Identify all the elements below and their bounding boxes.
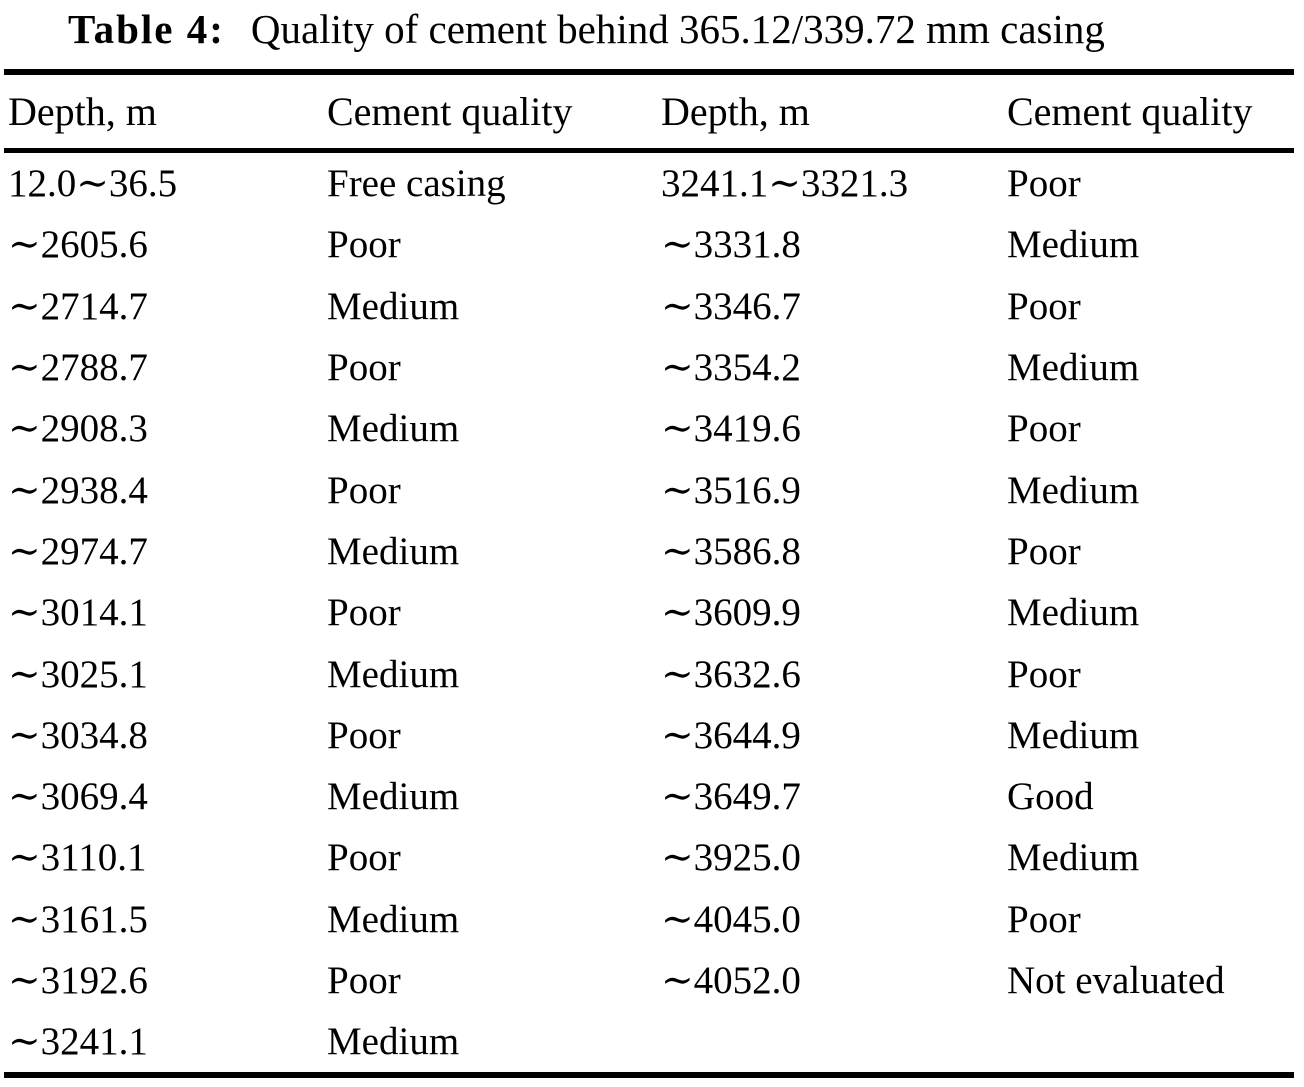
- quality-cell: Medium: [327, 897, 460, 941]
- depth-cell: ∼2908.3: [8, 407, 148, 451]
- depth-cell: ∼3649.7: [661, 775, 801, 819]
- quality-cell: Medium: [327, 529, 460, 573]
- quality-cell: Medium: [327, 407, 460, 451]
- depth-cell: 3241.1∼3321.3: [661, 162, 909, 206]
- quality-cell: Poor: [1007, 284, 1081, 328]
- table-row: ∼2938.4 Poor ∼3516.9 Medium: [4, 459, 1294, 520]
- table-row: ∼2714.7 Medium ∼3346.7 Poor: [4, 276, 1294, 337]
- quality-cell: Poor: [1007, 529, 1081, 573]
- depth-cell: ∼4052.0: [661, 959, 801, 1002]
- depth-cell: ∼2788.7: [8, 346, 148, 390]
- table-row: ∼3025.1 Medium ∼3632.6 Poor: [4, 643, 1294, 704]
- depth-cell: 12.0∼36.5: [8, 162, 178, 206]
- table-body: 12.0∼36.5 Free casing 3241.1∼3321.3 Poor ∼26…: [4, 153, 1294, 1072]
- depth-cell: ∼3192.6: [8, 959, 148, 1002]
- table-row: ∼3192.6 Poor ∼4052.0 Not evaluated: [4, 950, 1294, 1011]
- quality-cell: Poor: [327, 713, 401, 757]
- depth-cell: ∼3346.7: [661, 284, 801, 328]
- table-row: ∼3110.1 Poor ∼3925.0 Medium: [4, 827, 1294, 888]
- depth-cell: ∼3161.5: [8, 897, 148, 941]
- quality-cell: Poor: [1007, 407, 1081, 451]
- quality-cell: Medium: [327, 284, 460, 328]
- table-row: ∼3069.4 Medium ∼3649.7 Good: [4, 766, 1294, 827]
- quality-cell: Not evaluated: [1007, 959, 1225, 1002]
- depth-cell: ∼2974.7: [8, 529, 148, 573]
- depth-cell: ∼3025.1: [8, 652, 148, 696]
- table-row: 12.0∼36.5 Free casing 3241.1∼3321.3 Poor: [4, 153, 1294, 214]
- quality-cell: Medium: [327, 775, 460, 819]
- table-row: ∼3014.1 Poor ∼3609.9 Medium: [4, 582, 1294, 643]
- quality-cell: Medium: [1007, 836, 1140, 880]
- depth-cell: ∼3632.6: [661, 652, 801, 696]
- quality-cell: Medium: [327, 652, 460, 696]
- table-row: ∼2788.7 Poor ∼3354.2 Medium: [4, 337, 1294, 398]
- quality-cell: Poor: [1007, 897, 1081, 941]
- depth-cell: ∼3925.0: [661, 836, 801, 880]
- quality-cell: Poor: [327, 959, 401, 1002]
- depth-cell: ∼3069.4: [8, 775, 148, 819]
- header-depth-left: Depth, m: [8, 89, 157, 134]
- quality-cell: Poor: [327, 591, 401, 635]
- depth-cell: ∼3586.8: [661, 529, 801, 573]
- table-row: ∼2974.7 Medium ∼3586.8 Poor: [4, 521, 1294, 582]
- depth-cell: ∼3609.9: [661, 591, 801, 635]
- depth-cell: ∼3241.1: [8, 1020, 148, 1064]
- header-depth-right: Depth, m: [661, 89, 810, 134]
- depth-cell: ∼3644.9: [661, 713, 801, 757]
- table-row: ∼3241.1 Medium: [4, 1011, 1294, 1072]
- quality-cell: Medium: [1007, 591, 1140, 635]
- table-title-text: Quality of cement behind 365.12/339.72 m…: [250, 6, 1105, 52]
- quality-cell: Free casing: [327, 162, 506, 206]
- depth-cell: ∼3331.8: [661, 223, 801, 267]
- quality-cell: Medium: [327, 1020, 460, 1064]
- header-quality-right: Cement quality: [1007, 89, 1253, 134]
- quality-cell: Poor: [1007, 162, 1081, 206]
- depth-cell: ∼3419.6: [661, 407, 801, 451]
- table-caption: Table 4: Quality of cement behind 365.12/…: [68, 2, 1105, 56]
- depth-cell: ∼3516.9: [661, 468, 801, 512]
- quality-cell: Medium: [1007, 223, 1140, 267]
- quality-cell: Poor: [327, 836, 401, 880]
- quality-cell: Medium: [1007, 346, 1140, 390]
- quality-cell: Poor: [327, 346, 401, 390]
- table-number-label: Table 4:: [68, 6, 225, 52]
- quality-cell: Poor: [327, 223, 401, 267]
- depth-cell: ∼3110.1: [8, 836, 147, 880]
- depth-cell: ∼3034.8: [8, 713, 148, 757]
- table-header-row: Depth, m Cement quality Depth, m Cement …: [4, 75, 1294, 153]
- cement-quality-table: Depth, m Cement quality Depth, m Cement …: [4, 69, 1294, 1079]
- table-row: ∼3034.8 Poor ∼3644.9 Medium: [4, 705, 1294, 766]
- depth-cell: ∼4045.0: [661, 897, 801, 941]
- quality-cell: Poor: [1007, 652, 1081, 696]
- depth-cell: ∼2714.7: [8, 284, 148, 328]
- quality-cell: Medium: [1007, 468, 1140, 512]
- quality-cell: Medium: [1007, 713, 1140, 757]
- header-quality-left: Cement quality: [327, 89, 573, 134]
- depth-cell: ∼3354.2: [661, 346, 801, 390]
- depth-cell: ∼2605.6: [8, 223, 148, 267]
- table-row: ∼3161.5 Medium ∼4045.0 Poor: [4, 889, 1294, 950]
- depth-cell: ∼2938.4: [8, 468, 148, 512]
- table-row: ∼2908.3 Medium ∼3419.6 Poor: [4, 398, 1294, 459]
- table-row: ∼2605.6 Poor ∼3331.8 Medium: [4, 214, 1294, 275]
- quality-cell: Good: [1007, 775, 1094, 819]
- depth-cell: ∼3014.1: [8, 591, 148, 635]
- quality-cell: Poor: [327, 468, 401, 512]
